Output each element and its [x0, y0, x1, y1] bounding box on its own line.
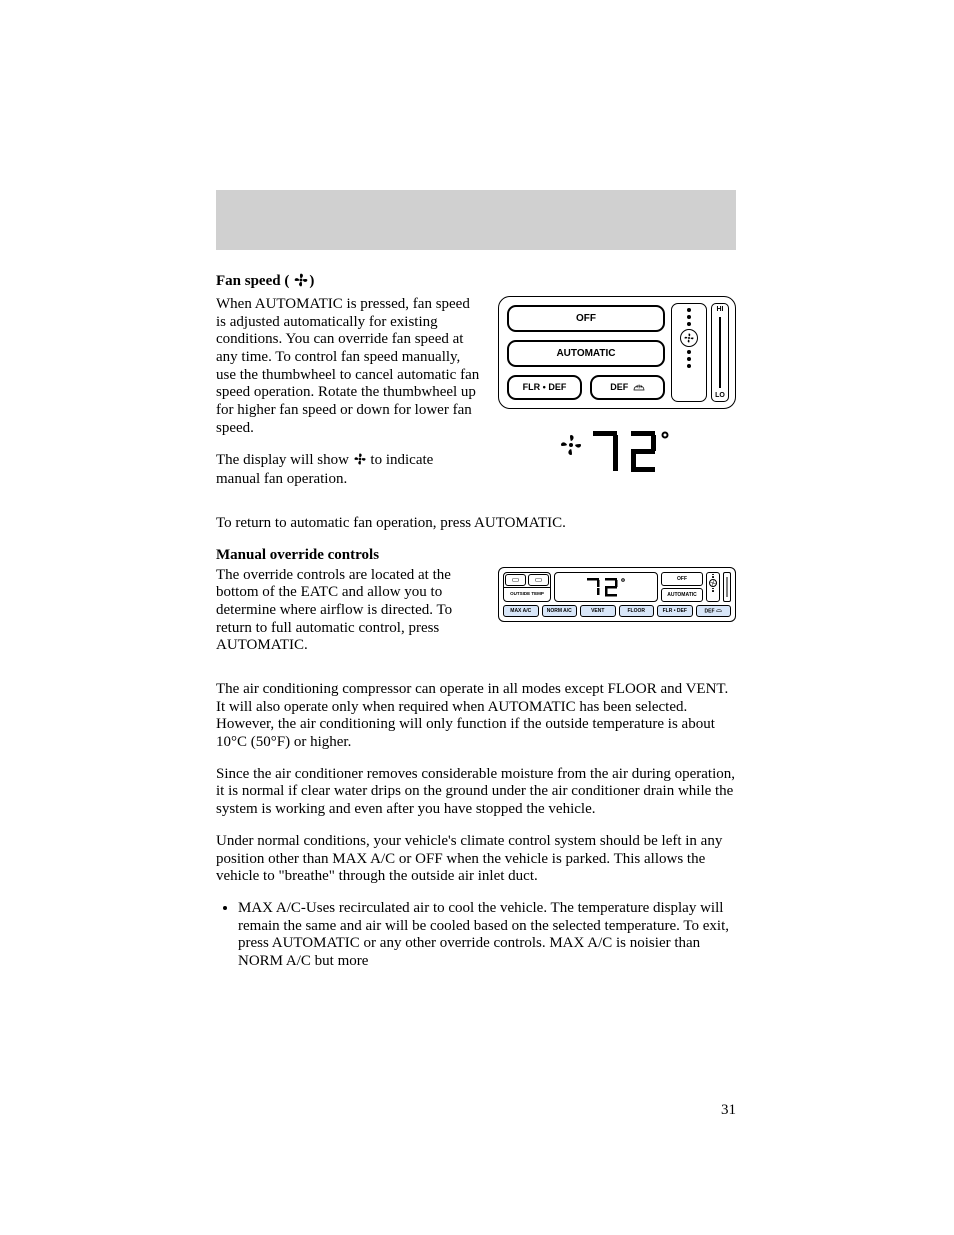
override-bullet-list: MAX A/C-Uses recirculated air to cool th…: [216, 900, 736, 971]
fan-p2-a: The display will show: [216, 452, 353, 468]
automatic-button[interactable]: AUTOMATIC: [507, 340, 665, 367]
floor-button[interactable]: FLOOR: [619, 605, 655, 617]
panel2-thumbwheel[interactable]: [723, 572, 731, 602]
panel2-fan-icon: [709, 579, 717, 587]
temp-adjust-block: ▭ ▭ OUTSIDE TEMP: [503, 572, 551, 602]
bullet-max-ac: MAX A/C-Uses recirculated air to cool th…: [238, 900, 736, 971]
fan-icon: [293, 272, 309, 293]
vent-button[interactable]: VENT: [580, 605, 616, 617]
hi-label: HI: [717, 304, 724, 315]
panel2-temp-display: [554, 572, 658, 602]
max-ac-button[interactable]: MAX A/C: [503, 605, 539, 617]
fan-speed-indicator: [671, 303, 707, 402]
temperature-display: [498, 427, 736, 480]
panel2-automatic-button[interactable]: AUTOMATIC: [661, 588, 703, 602]
lo-label: LO: [715, 390, 725, 401]
header-band: [216, 190, 736, 250]
def-label-2: DEF: [705, 608, 715, 614]
outside-temp-button[interactable]: OUTSIDE TEMP: [504, 588, 550, 599]
fan-p3: To return to automatic fan operation, pr…: [216, 515, 736, 533]
fan-icon-center: [680, 329, 698, 347]
override-heading: Manual override controls: [216, 547, 736, 564]
def-label: DEF: [610, 382, 628, 392]
heading-text-1: Fan speed (: [216, 273, 289, 289]
override-row: The override controls are located at the…: [216, 567, 736, 669]
fan-speed-heading: Fan speed ( ): [216, 272, 736, 293]
fan-p2: The display will show to indicate manual…: [216, 452, 480, 489]
override-p3: Since the air conditioner removes consid…: [216, 766, 736, 819]
fan-p1: When AUTOMATIC is pressed, fan speed is …: [216, 296, 480, 438]
norm-ac-button[interactable]: NORM A/C: [542, 605, 578, 617]
panel2-override-row: MAX A/C NORM A/C VENT FLOOR FLR • DEF DE…: [503, 605, 731, 617]
override-p4: Under normal conditions, your vehicle's …: [216, 833, 736, 886]
flr-def-button-2[interactable]: FLR • DEF: [657, 605, 693, 617]
control-panel-1: OFF AUTOMATIC FLR • DEF DEF: [498, 296, 736, 409]
control-panel-2: ▭ ▭ OUTSIDE TEMP: [498, 567, 736, 622]
flr-def-button[interactable]: FLR • DEF: [507, 375, 582, 400]
panel2-fan-indicator: [706, 572, 720, 602]
override-text-col: The override controls are located at the…: [216, 567, 480, 669]
fan-speed-thumbwheel[interactable]: HI LO: [711, 303, 729, 402]
override-figure-col: ▭ ▭ OUTSIDE TEMP: [498, 567, 736, 622]
temp-up-button[interactable]: ▭: [528, 574, 549, 586]
fan-speed-row: When AUTOMATIC is pressed, fan speed is …: [216, 296, 736, 503]
panel2-offauto-group: OFF AUTOMATIC: [661, 572, 703, 602]
override-p1: The override controls are located at the…: [216, 567, 480, 655]
page-number: 31: [721, 1102, 736, 1119]
temp-down-button[interactable]: ▭: [505, 574, 526, 586]
page-content: Fan speed ( ) When AUTOMATIC is pressed,…: [216, 190, 736, 971]
defrost-icon: [633, 383, 645, 393]
panel2-off-button[interactable]: OFF: [661, 572, 703, 586]
fan-speed-figure-col: OFF AUTOMATIC FLR • DEF DEF: [498, 296, 736, 480]
off-button[interactable]: OFF: [507, 305, 665, 332]
def-button[interactable]: DEF: [590, 375, 665, 400]
defrost-icon-2: [716, 608, 722, 614]
def-button-2[interactable]: DEF: [696, 605, 732, 617]
heading-text-2: ): [309, 273, 314, 289]
fan-speed-text-col: When AUTOMATIC is pressed, fan speed is …: [216, 296, 480, 503]
override-p2: The air conditioning compressor can oper…: [216, 681, 736, 752]
fan-icon-inline: [353, 452, 367, 472]
panel1-button-group: OFF AUTOMATIC FLR • DEF DEF: [505, 303, 667, 402]
